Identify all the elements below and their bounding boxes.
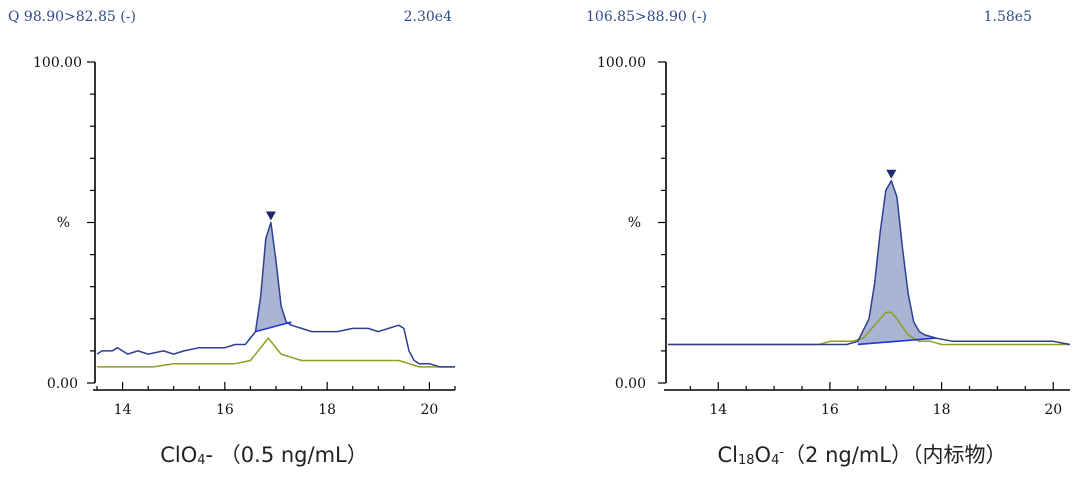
panel-clo4: Q 98.90>82.85 (-) 2.30e4 100.00 % 0.00 1…: [8, 9, 456, 468]
x-axis-ticks: 14 16 18 20: [93, 382, 456, 418]
integration-baseline: [255, 321, 292, 333]
panel-cl18o4: 106.85>88.90 (-) 1.58e5 100.00 % 0.00 14…: [586, 9, 1071, 468]
y-axis-bottom-label: 0.00: [615, 376, 646, 392]
x-tick-label: 18: [318, 402, 336, 418]
plot-area: [87, 61, 455, 384]
series-line-analyte: [668, 180, 1071, 346]
y-axis-percent-label: %: [628, 215, 641, 231]
caption-subscript: 18: [738, 453, 755, 468]
series-line-analyte: [96, 221, 455, 368]
caption-superscript: -: [779, 445, 784, 460]
x-tick-label: 16: [821, 402, 839, 418]
panel-caption: ClO4- （0.5 ng/mL）: [160, 443, 368, 468]
x-tick-label: 20: [1044, 402, 1062, 418]
caption-part: O: [755, 443, 772, 467]
panel-caption: Cl18O4-（2 ng/mL）（内标物）: [718, 443, 1007, 468]
y-axis-top-label: 100.00: [33, 55, 82, 71]
x-tick-label: 16: [216, 402, 234, 418]
peak-apex-marker: [886, 169, 897, 179]
panel-header-intensity: 1.58e5: [984, 9, 1032, 25]
y-axis-top-label: 100.00: [597, 55, 646, 71]
caption-part: - （0.5 ng/mL）: [206, 443, 368, 467]
integration-baseline: [857, 337, 937, 346]
x-tick-label: 14: [709, 402, 727, 418]
y-axis-percent-label: %: [57, 215, 70, 231]
y-axis-bottom-label: 0.00: [47, 376, 78, 392]
caption-subscript: 4: [771, 453, 779, 468]
panel-header-transition: Q 98.90>82.85 (-): [8, 9, 136, 25]
x-tick-label: 14: [114, 402, 132, 418]
caption-part: Cl: [718, 443, 739, 467]
x-tick-label: 20: [421, 402, 439, 418]
caption-subscript: 4: [197, 453, 205, 468]
caption-part: ClO: [160, 443, 197, 467]
panel-header-intensity: 2.30e4: [404, 9, 452, 25]
panel-header-transition: 106.85>88.90 (-): [586, 9, 707, 25]
plot-area: [658, 61, 1071, 384]
x-tick-label: 18: [933, 402, 951, 418]
series-line-secondary: [97, 337, 455, 368]
peak-apex-marker: [265, 211, 276, 221]
peak-area: [255, 222, 292, 332]
caption-part: （2 ng/mL）（内标物）: [784, 443, 1006, 467]
x-axis-ticks: 14 16 18 20: [664, 382, 1070, 418]
peak-area: [857, 180, 936, 345]
